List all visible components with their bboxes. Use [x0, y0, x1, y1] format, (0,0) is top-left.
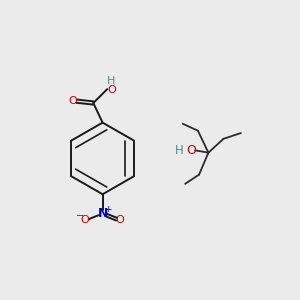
Text: O: O: [186, 144, 196, 157]
Text: N: N: [98, 207, 108, 220]
Text: O: O: [68, 96, 77, 106]
Text: O: O: [116, 215, 124, 225]
Text: O: O: [81, 215, 89, 225]
Text: H: H: [107, 76, 116, 86]
Text: O: O: [107, 85, 116, 94]
Text: −: −: [76, 211, 84, 221]
Text: +: +: [104, 205, 112, 214]
Text: H: H: [175, 144, 183, 157]
